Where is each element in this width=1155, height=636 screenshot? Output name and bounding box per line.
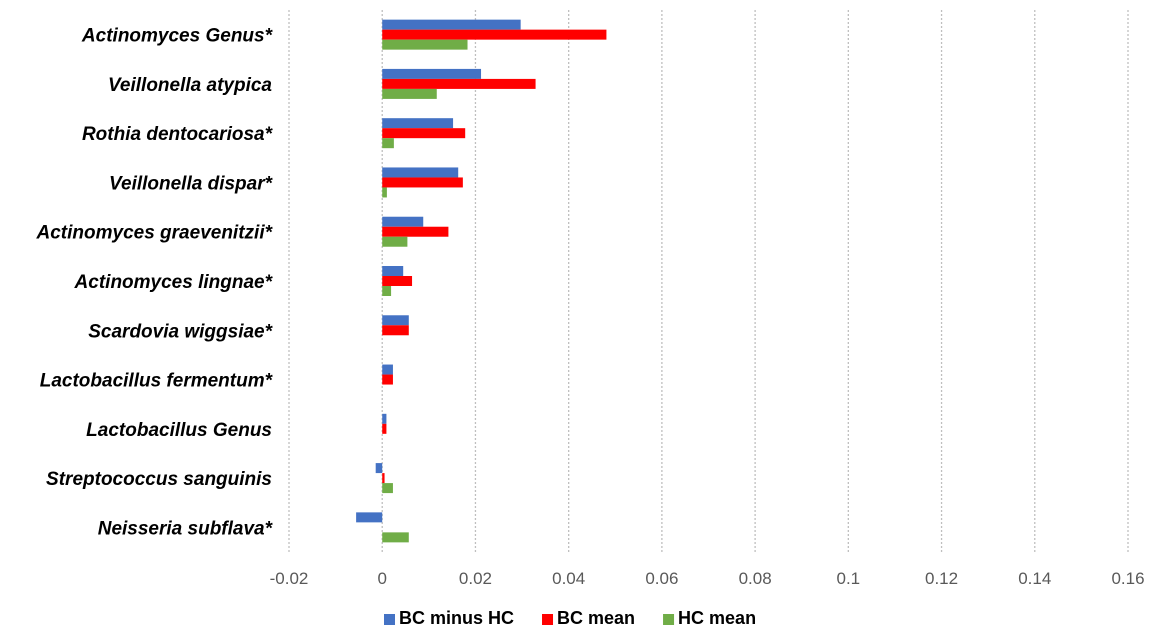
bar-bc-minus-hc	[356, 512, 383, 523]
bar-hc-mean	[382, 138, 394, 149]
legend-label: HC mean	[678, 608, 756, 628]
category-label: Veillonella atypica	[108, 75, 272, 96]
bar-bc-minus-hc	[382, 19, 521, 30]
bar-bc-mean	[382, 325, 409, 336]
category-label: Veillonella dispar*	[109, 173, 274, 194]
legend-item: HC mean	[663, 608, 756, 628]
bar-bc-mean	[382, 226, 449, 237]
bar-bc-minus-hc	[382, 266, 404, 276]
bar-hc-mean	[382, 532, 409, 543]
x-tick-label: 0.06	[645, 569, 678, 588]
legend-item: BC mean	[542, 608, 635, 628]
bar-bc-minus-hc	[382, 216, 424, 227]
bar-bc-mean	[382, 177, 463, 188]
legend-swatch	[663, 614, 675, 625]
bar-bc-minus-hc	[382, 413, 387, 424]
category-label: Actinomyces lingnae*	[74, 272, 274, 293]
bar-bc-minus-hc	[382, 364, 393, 375]
x-tick-label: 0.12	[925, 569, 958, 588]
x-tick-label: 0.16	[1111, 569, 1144, 588]
bar-bc-mean	[382, 423, 387, 434]
bar-bc-minus-hc	[382, 68, 482, 79]
bar-bc-mean	[382, 276, 413, 286]
legend-item: BC minus HC	[384, 608, 514, 628]
x-tick-label: 0.1	[837, 569, 861, 588]
category-label: Actinomyces graevenitzii*	[36, 223, 274, 244]
bar-bc-minus-hc	[382, 315, 409, 326]
x-tick-label: 0.08	[739, 569, 772, 588]
legend: BC minus HC BC mean HC mean	[384, 608, 756, 628]
bar-hc-mean	[382, 39, 468, 50]
category-labels: Actinomyces Genus* Veillonella atypica Rot…	[36, 26, 274, 540]
x-tick-label: 0.04	[552, 569, 585, 588]
category-label: Actinomyces Genus*	[81, 26, 274, 47]
legend-label: BC mean	[557, 608, 635, 628]
bar-hc-mean	[382, 483, 393, 494]
x-axis-tick-labels: -0.02 0 0.02 0.04 0.06 0.08 0.1 0.12 0.14 0.16	[270, 569, 1145, 588]
bar-hc-mean	[382, 88, 437, 99]
x-tick-label: -0.02	[270, 569, 309, 588]
bar-bc-minus-hc	[382, 118, 454, 129]
x-tick-label: 0.14	[1018, 569, 1051, 588]
legend-swatch	[384, 614, 395, 625]
bars	[356, 19, 607, 543]
legend-swatch	[542, 614, 554, 625]
bar-bc-mean	[382, 29, 607, 40]
category-label: Neisseria subflava*	[98, 518, 274, 539]
legend-label: BC minus HC	[399, 608, 514, 628]
category-label: Lactobacillus fermentum*	[40, 371, 274, 392]
bar-hc-mean	[382, 187, 387, 198]
bar-bc-minus-hc	[382, 167, 459, 178]
bar-bc-mean	[382, 128, 466, 139]
category-label: Rothia dentocariosa*	[82, 124, 274, 145]
bar-bc-minus-hc	[375, 463, 383, 474]
x-tick-label: 0.02	[459, 569, 492, 588]
x-tick-label: 0	[377, 569, 386, 588]
bar-hc-mean	[382, 236, 408, 247]
bar-bc-mean	[382, 374, 393, 385]
bar-hc-mean	[382, 286, 392, 296]
category-label: Scardovia wiggsiae*	[88, 321, 273, 342]
bar-bc-mean	[382, 78, 536, 89]
bar-bc-mean	[382, 473, 385, 484]
category-label: Streptococcus sanguinis	[46, 469, 272, 490]
category-label: Lactobacillus Genus	[86, 420, 272, 441]
